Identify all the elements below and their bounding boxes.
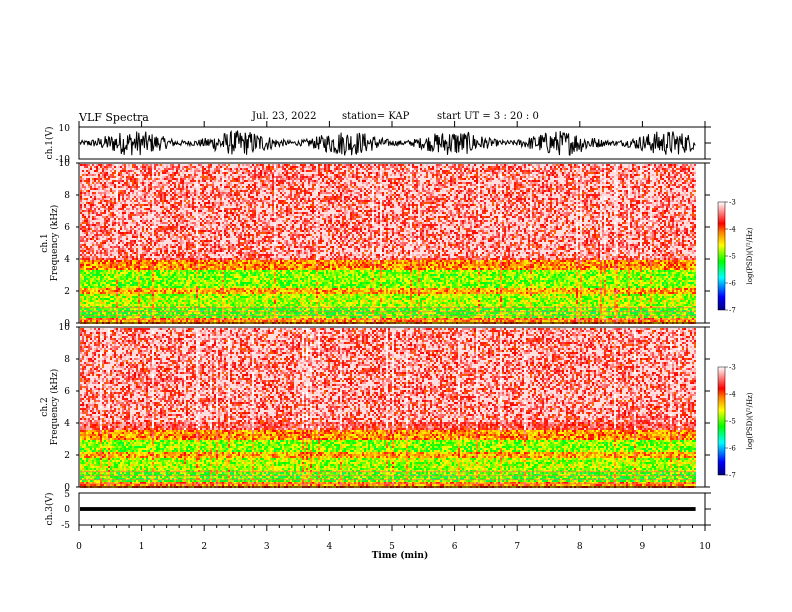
figure-title: VLF Spectra [79,111,149,124]
colorbar-label: log(PSD)(V²/Hz) [746,392,754,449]
x-tick-label: 3 [264,542,270,552]
colorbar-tick-label: -4 [729,226,736,234]
y-tick-label: 10 [59,323,71,333]
colorbar-label: log(PSD)(V²/Hz) [746,227,754,284]
x-tick-label: 9 [640,542,646,552]
ch2-spectrogram-image [80,328,696,488]
y-tick-label: 6 [64,223,70,233]
ch3-ytick-top: 5 [64,490,70,500]
x-tick-label: 2 [201,542,207,552]
ch3-y-ticks [705,493,711,525]
colorbar-tick-label: -5 [729,418,736,426]
ch1-spectrogram-ylabel-channel: ch.1 [40,233,50,252]
ch1-waveform-panel: 10 -10 ch.1(V) [44,124,711,165]
x-tick-label: 6 [452,542,458,552]
ch3-ytick-bottom: -5 [61,521,70,531]
ch2-colorbar: -3 -4 -5 -6 -7 log(PSD)(V²/Hz) [718,364,754,480]
ch3-waveform-panel: 5 0 -5 ch.3(V) [44,490,711,531]
x-tick-label: 8 [577,542,583,552]
x-axis-label: Time (min) [372,550,429,561]
x-tick-label: 7 [514,542,520,552]
ch1-colorbar: -3 -4 -5 -6 -7 log(PSD)(V²/Hz) [718,199,754,315]
ch1-spectrogram-ylabel-frequency: Frequency (kHz) [49,205,60,282]
colorbar-tick-label: -6 [729,445,736,453]
y-tick-label: 10 [59,159,71,169]
station-label: station= KAP [342,111,409,122]
y-tick-label: 8 [64,355,70,365]
colorbar-tick-label: -7 [729,472,736,480]
ch3-waveform-band [80,507,696,511]
ch1-waveform-line [80,131,695,156]
y-tick-label: 2 [64,451,70,461]
colorbar-gradient [718,202,725,310]
ch1-waveform-ylabel: ch.1(V) [44,127,55,160]
ch1-y-ticks [705,127,711,159]
colorbar-tick-label: -3 [729,364,736,372]
x-tick-label: 1 [139,542,145,552]
colorbar-tick-label: -6 [729,280,736,288]
y-tick-label: 4 [64,419,70,429]
y-tick-label: 2 [64,287,70,297]
colorbar-tick-label: -7 [729,307,736,315]
x-tick-label: 10 [699,542,711,552]
colorbar-tick-label: -5 [729,253,736,261]
y-tick-label: 8 [64,191,70,201]
colorbar-tick-label: -4 [729,391,736,399]
figure: 10 -10 ch.1(V) 0246810 ch.1 Frequency (k… [0,0,792,612]
x-tick-label: 0 [76,542,82,552]
start-time-label: start UT = 3 : 20 : 0 [437,111,539,122]
figure-header: VLF Spectra Jul. 23, 2022 station= KAP s… [0,111,792,127]
date-label: Jul. 23, 2022 [252,111,317,122]
ch3-waveform-ylabel: ch.3(V) [44,493,55,526]
y-tick-label: 6 [64,387,70,397]
colorbar-gradient [718,367,725,475]
x-tick-label: 4 [327,542,333,552]
colorbar-tick-label: -3 [729,199,736,207]
y-tick-label: 4 [64,255,70,265]
ch2-spectrogram-ylabel-channel: ch.2 [40,397,50,416]
ch2-spectrogram-ylabel-frequency: Frequency (kHz) [49,369,60,446]
ch3-ytick-middle: 0 [64,505,70,515]
ch1-spectrogram-image [80,164,696,324]
